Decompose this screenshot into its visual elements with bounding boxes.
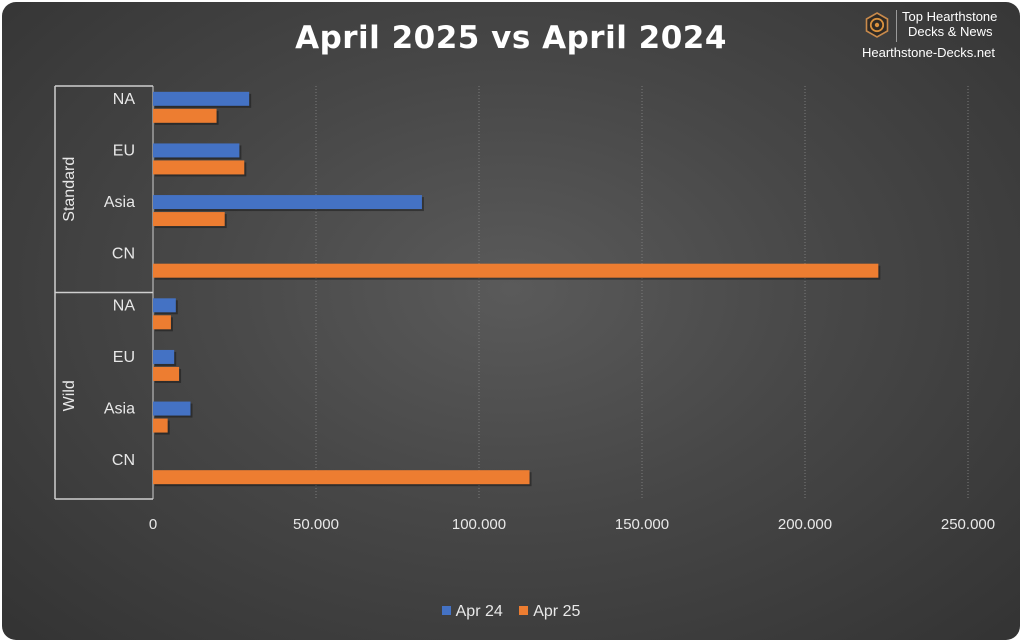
x-tick-label-0: 0: [149, 516, 157, 533]
brand-tagline-1: Top Hearthstone: [902, 9, 998, 24]
legend-swatch-apr-24: [441, 606, 451, 615]
brand-tagline-2: Decks & News: [908, 24, 993, 39]
chart-title: April 2025 vs April 2024: [295, 20, 727, 56]
chart-legend: Apr 24 Apr 25: [2, 603, 1020, 621]
x-tick-label-50-000: 50.000: [293, 516, 339, 533]
bar-apr-24-standard-eu: [153, 143, 240, 158]
group-label-wild: Wild: [61, 380, 78, 411]
legend-item-apr-24: Apr 24: [441, 603, 503, 621]
x-tick-label-100-000: 100.000: [452, 516, 506, 533]
bar-apr-24-standard-na: [153, 91, 250, 106]
legend-swatch-apr-25: [519, 606, 529, 615]
category-label-standard-na: NA: [113, 91, 136, 108]
legend-label-apr-25: Apr 25: [533, 603, 581, 620]
category-label-wild-cn: CN: [112, 452, 135, 469]
legend-item-apr-25: Apr 25: [519, 603, 580, 621]
bar-apr-25-wild-asia: [153, 418, 168, 433]
bar-apr-25-standard-na: [153, 108, 217, 123]
x-tick-label-250-000: 250.000: [941, 516, 995, 533]
legend-label-apr-24: Apr 24: [455, 603, 503, 620]
bar-apr-24-standard-asia: [153, 195, 422, 210]
category-label-wild-na: NA: [113, 297, 136, 314]
brand-watermark: Top Hearthstone Decks & News Hearthstone…: [860, 6, 1010, 62]
category-label-standard-eu: EU: [113, 142, 135, 159]
category-label-wild-asia: Asia: [104, 401, 135, 418]
bar-apr-25-standard-cn: [153, 263, 879, 278]
category-label-wild-eu: EU: [113, 349, 135, 366]
bar-apr-25-wild-eu: [153, 366, 180, 381]
bar-apr-25-standard-eu: [153, 160, 245, 175]
bar-apr-24-wild-eu: [153, 349, 175, 364]
bar-apr-25-wild-cn: [153, 470, 530, 485]
bar-apr-24-wild-na: [153, 298, 176, 313]
brand-divider: [896, 10, 897, 42]
x-tick-label-150-000: 150.000: [615, 516, 669, 533]
bar-apr-25-wild-na: [153, 315, 171, 330]
group-label-standard: Standard: [61, 157, 78, 222]
hearthstone-logo-icon: [865, 12, 889, 38]
category-label-standard-asia: Asia: [104, 194, 135, 211]
x-tick-label-200-000: 200.000: [778, 516, 832, 533]
category-label-standard-cn: CN: [112, 246, 135, 263]
bar-apr-25-standard-asia: [153, 212, 225, 227]
brand-url: Hearthstone-Decks.net: [862, 45, 995, 60]
bar-chart-plot: 0 50.000 100.000 150.000 200.000 250.000 Stand…: [54, 85, 995, 533]
bar-apr-24-wild-asia: [153, 401, 191, 416]
